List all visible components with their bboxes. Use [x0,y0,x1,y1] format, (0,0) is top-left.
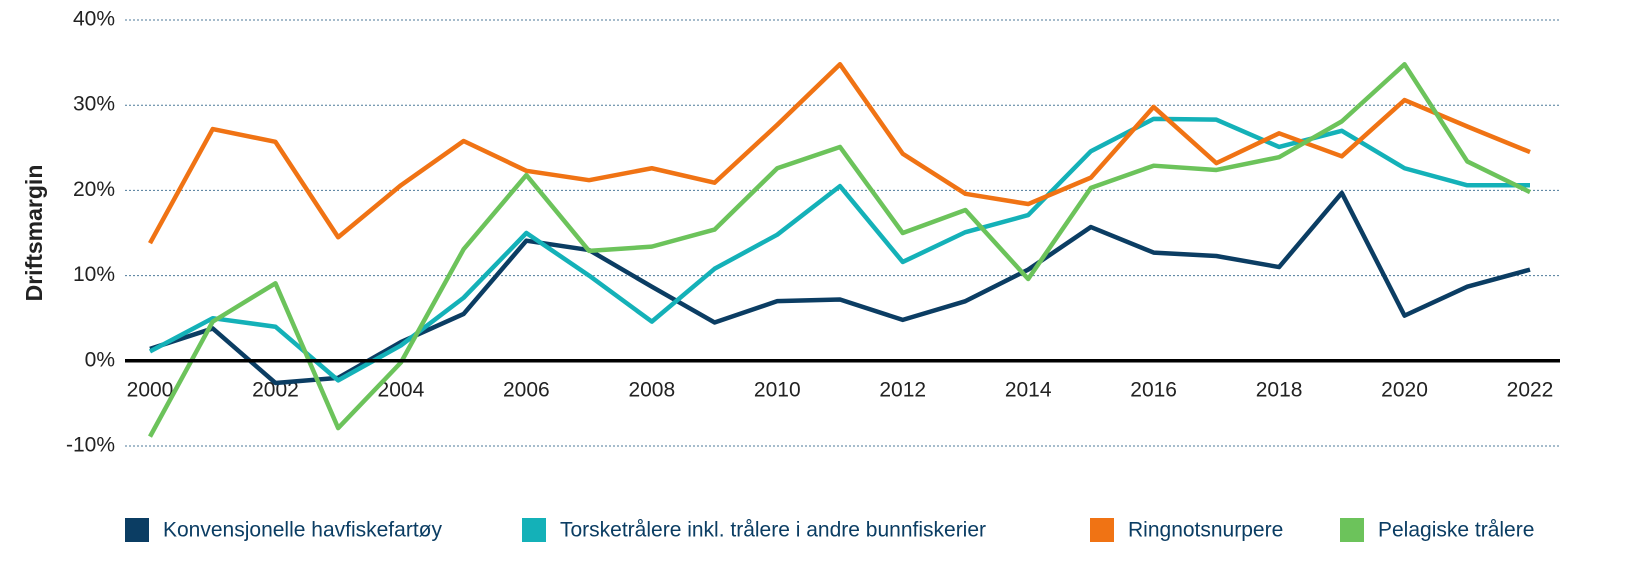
y-tick-label: 0% [85,348,115,371]
legend-label: Konvensjonelle havfiskefartøy [163,519,442,542]
y-axis-label: Driftsmargin [21,165,47,302]
legend-swatch [1340,518,1364,542]
x-tick-label: 2020 [1381,378,1428,401]
legend-label: Ringnotsnurpere [1128,519,1283,542]
x-tick-label: 2000 [127,378,174,401]
series-line [149,190,1531,386]
x-tick-label: 2014 [1005,378,1052,401]
x-tick-label: 2010 [754,378,801,401]
legend-label: Torsketrålere inkl. trålere i andre bunn… [560,519,986,542]
legend-label: Pelagiske trålere [1378,519,1534,542]
series-line [148,116,1530,383]
y-tick-label: 20% [73,178,115,201]
y-tick-label: 30% [73,93,115,116]
x-tick-label: 2012 [879,378,926,401]
x-tick-label: 2018 [1256,378,1303,401]
y-tick-label: 10% [73,263,115,286]
series-line [148,62,1531,438]
x-tick-label: 2004 [378,378,425,401]
legend-swatch [125,518,149,542]
y-tick-label: 40% [73,8,115,31]
x-tick-label: 2008 [628,378,675,401]
x-tick-label: 2006 [503,378,550,401]
y-tick-label: -10% [66,434,115,457]
x-tick-label: 2016 [1130,378,1177,401]
x-tick-label: 2022 [1507,378,1554,401]
series-line [148,62,1531,245]
legend-swatch [1090,518,1114,542]
legend-swatch [522,518,546,542]
